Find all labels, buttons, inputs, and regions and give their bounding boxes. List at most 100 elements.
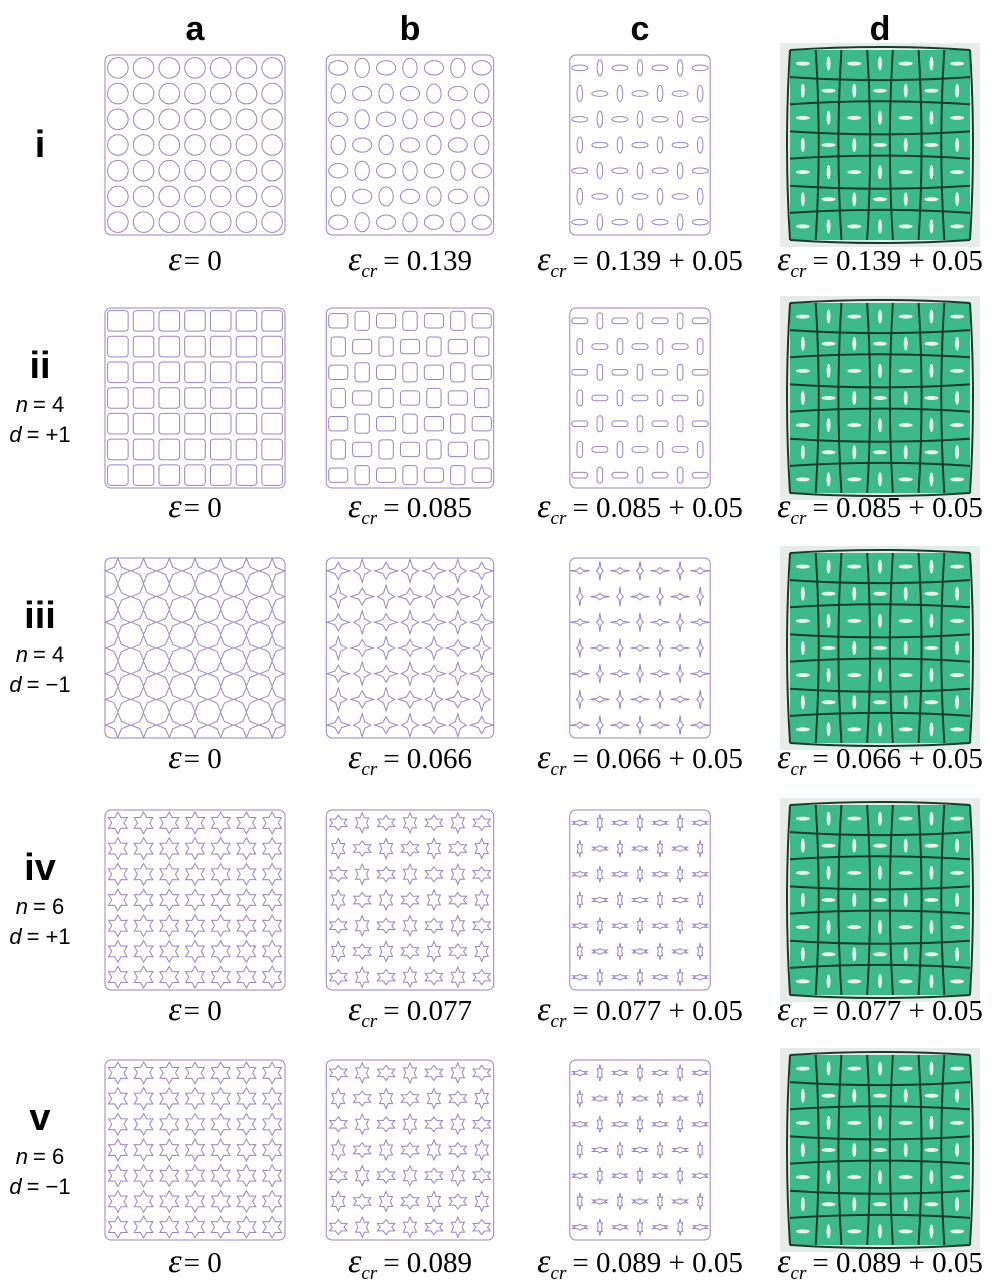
- pore: [898, 816, 913, 821]
- hole: [656, 638, 665, 658]
- hole: [576, 942, 584, 961]
- hole: [210, 1138, 231, 1162]
- hole: [691, 218, 709, 226]
- pore: [852, 695, 857, 710]
- hole: [235, 438, 258, 461]
- hole: [210, 862, 231, 887]
- hole: [184, 811, 206, 835]
- hole: [630, 1197, 650, 1205]
- strain-symbol: ε: [537, 739, 551, 776]
- hole: [590, 845, 610, 853]
- ligament-line: [786, 302, 791, 494]
- pore: [898, 1229, 913, 1234]
- hole: [261, 438, 283, 461]
- outline: [104, 307, 286, 489]
- hole: [184, 939, 206, 964]
- ligament-line: [789, 909, 971, 915]
- pore: [878, 1061, 882, 1076]
- hole: [447, 188, 468, 205]
- hole: [132, 82, 155, 105]
- hole: [471, 917, 492, 935]
- hole: [159, 836, 180, 861]
- parameter-symbol: d: [9, 672, 22, 697]
- hole: [236, 965, 257, 989]
- ligament-line: [789, 1051, 971, 1056]
- hole: [596, 110, 604, 128]
- parameter-value: = −1: [27, 1174, 71, 1199]
- hole: [158, 387, 181, 409]
- pore: [950, 368, 965, 373]
- hole: [651, 115, 669, 123]
- pore: [826, 722, 831, 737]
- ligament-line: [888, 49, 894, 241]
- ligament-line: [789, 239, 971, 244]
- hole: [184, 211, 206, 233]
- pore: [950, 314, 965, 319]
- pore: [878, 472, 882, 487]
- strain-value: = 0.139 + 0.05: [812, 245, 982, 277]
- hole: [676, 162, 684, 180]
- hole: [691, 64, 709, 72]
- parameter-symbol: n: [16, 1144, 28, 1169]
- hole: [184, 438, 206, 461]
- hole: [132, 185, 155, 208]
- hole: [402, 1164, 418, 1188]
- hole: [372, 664, 400, 684]
- strain-value: = 0.066 + 0.05: [812, 743, 982, 775]
- pore: [955, 336, 960, 351]
- hole: [676, 865, 684, 883]
- hole: [611, 218, 629, 226]
- ligament-line: [789, 299, 971, 304]
- hole: [650, 973, 670, 981]
- strain-caption: ε= 0: [168, 991, 222, 1028]
- hole: [107, 108, 129, 131]
- pore: [795, 170, 810, 175]
- pore: [847, 618, 862, 623]
- hole: [261, 211, 283, 233]
- hole: [107, 57, 129, 79]
- ligament-line: [917, 302, 923, 494]
- pore: [929, 613, 934, 628]
- hole: [352, 891, 372, 909]
- hole: [610, 669, 630, 678]
- hole: [235, 412, 258, 435]
- hole: [376, 686, 396, 713]
- hole: [261, 464, 283, 486]
- hole: [471, 364, 492, 380]
- hole: [328, 163, 349, 179]
- hole: [656, 1089, 664, 1108]
- hole: [330, 888, 346, 912]
- hole: [236, 1215, 257, 1239]
- pore: [898, 368, 913, 373]
- pore: [878, 811, 882, 826]
- strain-subscript: cr: [791, 261, 807, 282]
- hole: [610, 566, 630, 575]
- hole: [676, 1115, 684, 1133]
- hole: [210, 1086, 231, 1111]
- hole: [447, 441, 468, 458]
- hole: [354, 1061, 370, 1085]
- hole: [424, 1167, 444, 1185]
- hole: [691, 1120, 710, 1128]
- hole: [155, 557, 183, 585]
- pore: [955, 1197, 960, 1212]
- pore: [878, 219, 882, 234]
- hole: [676, 312, 684, 330]
- pore: [898, 1175, 913, 1180]
- hole: [232, 711, 261, 739]
- hole: [184, 836, 206, 861]
- hole: [448, 943, 468, 960]
- parameter-symbol: n: [16, 894, 28, 919]
- hole: [690, 1223, 710, 1231]
- hole: [261, 836, 283, 861]
- hole: [261, 1215, 283, 1239]
- strain-symbol: ε: [777, 1243, 791, 1280]
- hole: [671, 141, 689, 149]
- hole: [590, 1095, 610, 1103]
- pore: [873, 1148, 887, 1152]
- panel: [780, 1048, 980, 1252]
- pore: [878, 920, 882, 935]
- pore: [852, 336, 857, 351]
- pore: [826, 613, 831, 628]
- hole: [471, 1115, 492, 1133]
